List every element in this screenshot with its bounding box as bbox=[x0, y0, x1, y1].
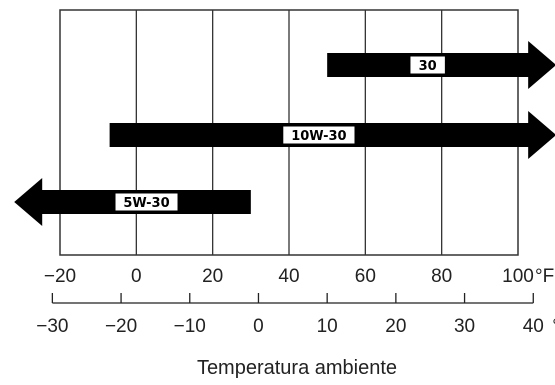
celsius-axis: −30 −20 −10 0 10 20 30 40 °C bbox=[36, 293, 555, 337]
fahrenheit-axis: −20 0 20 40 60 80 100 °F bbox=[44, 266, 554, 287]
arrow-label-box bbox=[283, 126, 355, 144]
fahrenheit-unit: °F bbox=[535, 266, 554, 287]
arrow-label-box bbox=[410, 56, 445, 74]
f-tick-label: 20 bbox=[202, 266, 223, 287]
c-tick-label: −20 bbox=[105, 316, 137, 337]
c-tick-label: 30 bbox=[454, 316, 475, 337]
celsius-unit: °C bbox=[552, 316, 555, 337]
f-tick-label: −20 bbox=[44, 266, 76, 287]
f-tick-label: 60 bbox=[355, 266, 376, 287]
f-tick-label: 100 bbox=[502, 266, 534, 287]
f-tick-label: 80 bbox=[431, 266, 452, 287]
c-tick-label: 40 bbox=[523, 316, 544, 337]
x-axis-label: Temperatura ambiente bbox=[197, 357, 397, 379]
c-tick-label: −10 bbox=[174, 316, 206, 337]
c-tick-label: 20 bbox=[385, 316, 406, 337]
c-tick-label: 0 bbox=[253, 316, 264, 337]
viscosity-arrows: 30 10W-30 5W-30 bbox=[14, 41, 555, 226]
arrow-label: 5W-30 bbox=[123, 196, 169, 211]
arrow-label: 30 bbox=[419, 59, 437, 74]
c-tick-label: 10 bbox=[317, 316, 338, 337]
arrow-label-box bbox=[115, 193, 178, 211]
f-tick-label: 0 bbox=[131, 266, 142, 287]
c-tick-label: −30 bbox=[36, 316, 68, 337]
f-tick-label: 40 bbox=[278, 266, 299, 287]
arrow-label: 10W-30 bbox=[291, 129, 346, 144]
